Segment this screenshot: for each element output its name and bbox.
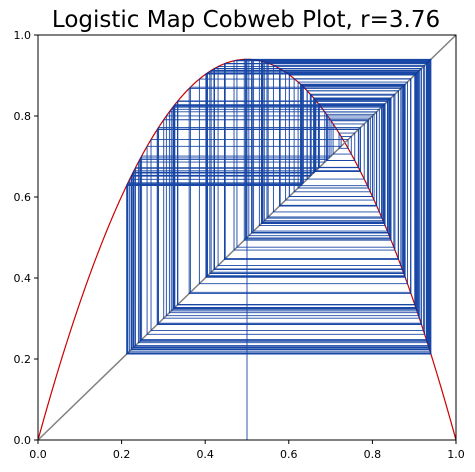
y-tick-label: 0.0: [14, 434, 32, 447]
x-tick-label: 0.8: [364, 448, 382, 461]
y-tick-label: 0.2: [14, 353, 32, 366]
y-tick-label: 0.8: [14, 110, 32, 123]
y-tick-label: 0.4: [14, 272, 32, 285]
x-tick-label: 0.4: [196, 448, 214, 461]
x-tick-label: 0.0: [29, 448, 47, 461]
x-tick-label: 1.0: [447, 448, 465, 461]
y-tick-label: 1.0: [14, 29, 32, 42]
chart-title: Logistic Map Cobweb Plot, r=3.76: [52, 7, 440, 33]
y-axis: 0.0 0.2 0.4 0.6 0.8 1.0: [14, 29, 39, 447]
y-tick-label: 0.6: [14, 191, 32, 204]
x-tick-label: 0.2: [113, 448, 131, 461]
x-axis: 0.0 0.2 0.4 0.6 0.8 1.0: [29, 440, 465, 461]
x-tick-label: 0.6: [280, 448, 298, 461]
